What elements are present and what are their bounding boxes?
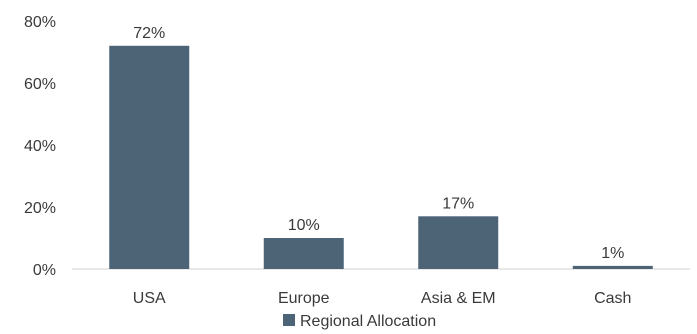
y-tick-label: 80% [24, 14, 56, 31]
bar [263, 238, 344, 269]
category-label: USA [133, 290, 166, 307]
bar [572, 265, 653, 269]
y-tick-label: 0% [33, 262, 56, 279]
legend-swatch [283, 314, 295, 326]
y-axis-ticks: 0% 20% 40% 60% 80% [24, 14, 56, 279]
data-label: 1% [601, 245, 624, 262]
y-tick-label: 60% [24, 76, 56, 93]
data-label: 17% [442, 195, 474, 212]
category-label: Asia & EM [421, 290, 496, 307]
bars [109, 45, 653, 269]
bar [109, 45, 190, 269]
legend: Regional Allocation [283, 313, 436, 330]
data-labels: 72% 10% 17% 1% [133, 25, 624, 262]
category-labels: USA Europe Asia & EM Cash [133, 290, 632, 307]
category-label: Europe [278, 290, 330, 307]
data-label: 72% [133, 25, 165, 42]
legend-label: Regional Allocation [300, 313, 436, 330]
y-tick-label: 20% [24, 200, 56, 217]
bar [418, 216, 499, 269]
data-label: 10% [288, 217, 320, 234]
category-label: Cash [594, 290, 631, 307]
y-tick-label: 40% [24, 138, 56, 155]
